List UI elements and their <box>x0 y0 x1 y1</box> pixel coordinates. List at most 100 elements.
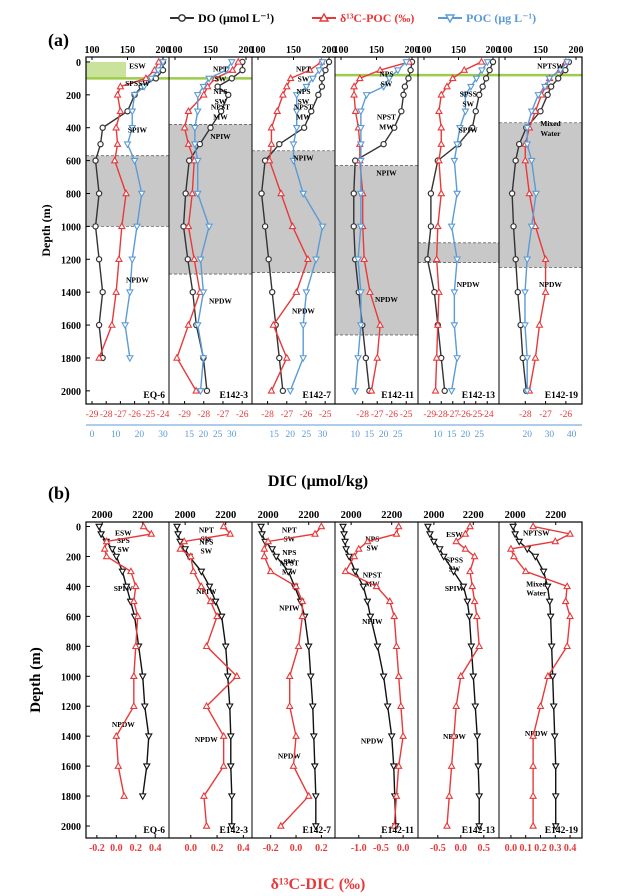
poc-series-point <box>453 190 462 198</box>
dic-series-point <box>515 538 524 546</box>
poc-tick-label: 15 <box>269 430 279 440</box>
poc-series-point <box>556 67 565 75</box>
d13c-dic-series-point <box>202 701 211 709</box>
dic-series-point <box>366 613 375 621</box>
d13c-dic-series-point <box>392 529 401 537</box>
d13c-dic-series-point <box>529 761 538 769</box>
poc-tick-label: 0 <box>90 430 95 440</box>
station-label: E142-7 <box>303 826 332 836</box>
dic-series-point <box>311 793 320 801</box>
poc-series-line <box>450 61 489 391</box>
d13c-poc-series-point <box>286 74 295 82</box>
poc-tick-label: 20 <box>199 430 209 440</box>
d13c-dic-series-point <box>363 537 372 545</box>
poc-series-point <box>466 83 475 91</box>
d13c-dic-tick-label: 0.2 <box>130 843 143 854</box>
d13c-dic-series-point <box>341 567 350 575</box>
water-mass-label: SPS <box>117 536 130 545</box>
poc-series-point <box>362 92 371 100</box>
dic-series-point <box>227 823 236 831</box>
poc-series-point <box>318 59 327 67</box>
d13c-poc-series-point <box>116 106 125 115</box>
do-tick-label: 200 <box>569 45 584 56</box>
d13c-poc-series-line <box>353 61 410 391</box>
do-series-point <box>479 83 486 90</box>
dic-series-point <box>95 523 104 531</box>
d13c-tick-label: -26 <box>300 410 313 420</box>
y-tick-label: 600 <box>66 612 81 623</box>
dic-series-point <box>463 598 472 606</box>
poc-series-point <box>227 59 236 67</box>
d13c-poc-series-point <box>525 189 534 197</box>
d13c-dic-series-point <box>443 821 451 829</box>
poc-series-point <box>199 355 208 363</box>
do-series-point <box>508 190 516 197</box>
poc-series-point <box>523 141 532 149</box>
do-series-point <box>476 91 483 99</box>
dic-series-point <box>142 763 151 771</box>
dic-series-point <box>424 523 432 531</box>
d13c-poc-series-point <box>113 139 122 147</box>
d13c-poc-series-point <box>154 57 163 65</box>
poc-series-point <box>299 355 308 363</box>
d13c-tick-label: -26 <box>236 410 249 420</box>
do-series-point <box>482 75 490 82</box>
poc-series-point <box>453 256 462 264</box>
water-mass-label: NPT <box>199 525 214 534</box>
d13c-poc-series-point <box>535 320 544 328</box>
dic-series-point <box>546 613 555 621</box>
water-mass-label: SW <box>215 75 227 84</box>
d13c-poc-series-point <box>541 287 550 295</box>
d13c-poc-series-point <box>184 139 193 147</box>
poc-series-point <box>563 59 572 67</box>
dic-series-point <box>227 793 236 801</box>
d13c-dic-tick-label: 0.4 <box>149 843 162 854</box>
water-mass-label: SW <box>284 557 296 566</box>
water-mass-label: NPS <box>213 87 227 96</box>
water-mass-label: NPS <box>379 70 393 79</box>
poc-series-point <box>299 190 308 198</box>
d13c-poc-series-point <box>107 320 116 328</box>
d13c-dic-series-point <box>394 761 403 769</box>
do-series-point <box>407 66 414 74</box>
d13c-poc-series-point <box>269 320 278 328</box>
do-series-point <box>217 108 225 115</box>
legend-poc-marker <box>444 14 456 24</box>
poc-series-point <box>292 108 301 116</box>
d13c-dic-series-point <box>385 597 394 605</box>
water-mass-label: NPDW <box>278 752 301 761</box>
do-series-point <box>97 140 104 148</box>
d13c-dic-tick-label: 0.3 <box>549 843 562 854</box>
poc-series-point <box>193 322 202 330</box>
poc-series-point <box>154 67 163 75</box>
d13c-poc-series-point <box>122 189 131 197</box>
poc-series-point <box>541 83 549 91</box>
d13c-poc-series-point <box>199 90 208 98</box>
d13c-dic-series-point <box>304 791 313 799</box>
d13c-poc-series-point <box>433 320 442 328</box>
poc-series-point <box>356 223 365 231</box>
poc-series-point <box>354 256 362 264</box>
d13c-tick-label: -29 <box>178 410 191 420</box>
d13c-poc-series-point <box>184 106 193 115</box>
dic-tick-label: 2000 <box>175 510 196 521</box>
dic-series-point <box>543 583 552 591</box>
poc-series-point <box>199 289 208 297</box>
water-mass-label: NPS <box>282 548 296 557</box>
water-mass-label: Water <box>526 588 547 597</box>
d13c-tick-label: -28 <box>435 410 448 420</box>
d13c-poc-series-point <box>115 254 123 263</box>
poc-series-point <box>222 67 231 75</box>
do-tick-label: 100 <box>417 45 432 56</box>
y-tick-label: 400 <box>66 124 81 135</box>
y-tick-label: 1400 <box>61 288 81 299</box>
do-series-point <box>99 124 106 131</box>
poc-series-point <box>447 223 456 231</box>
water-mass-label: NPDW <box>457 280 480 289</box>
d13c-tick-label: -25 <box>142 410 155 420</box>
dic-series-point <box>389 763 398 771</box>
water-mass-label: MW <box>296 113 311 122</box>
figure-b-bottom-title: δ¹³C-DIC (‰) <box>271 876 366 893</box>
dic-series-point <box>363 598 372 606</box>
d13c-poc-series-line <box>434 61 482 391</box>
